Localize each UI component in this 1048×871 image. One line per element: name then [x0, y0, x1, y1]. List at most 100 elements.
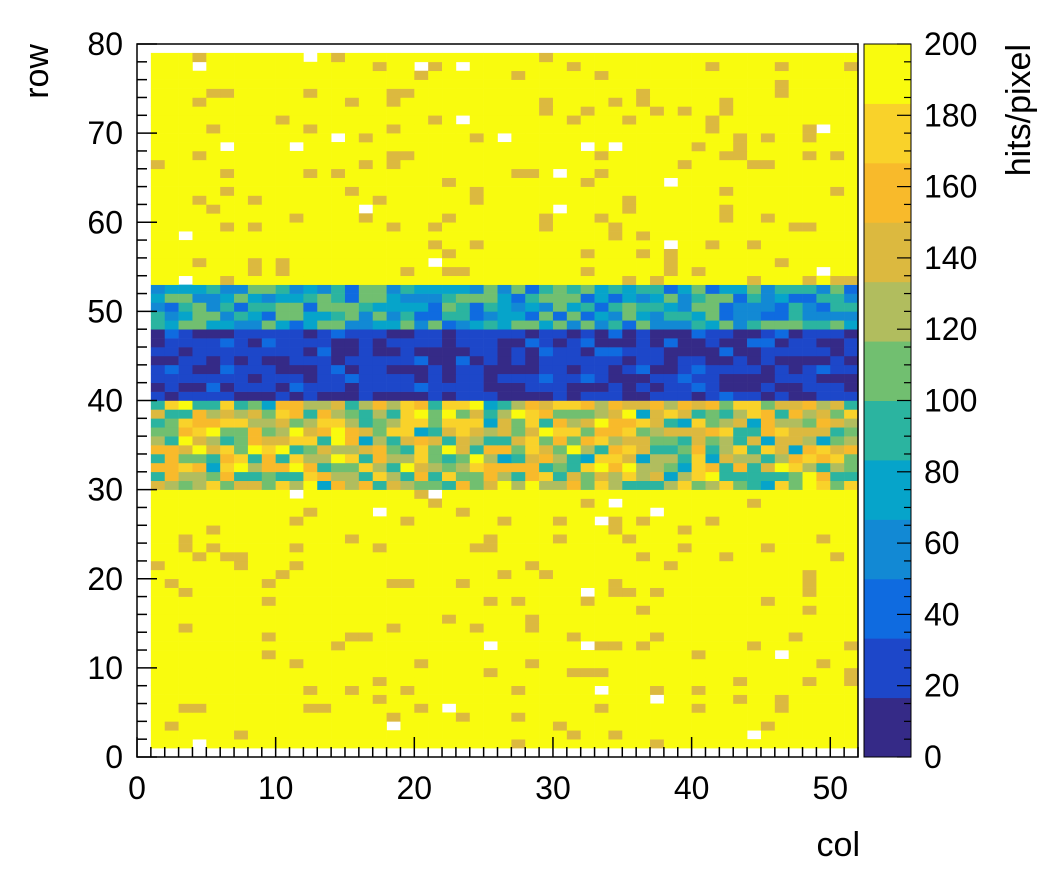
heatmap-cell — [428, 293, 443, 303]
heatmap-cell — [705, 115, 720, 125]
heatmap-cell — [220, 721, 235, 731]
heatmap-cell — [261, 275, 276, 285]
heatmap-cell — [539, 150, 554, 161]
heatmap-cell — [552, 240, 568, 250]
heatmap-cell — [247, 52, 263, 63]
heatmap-cell — [608, 614, 623, 624]
heatmap-cell — [705, 453, 720, 464]
heatmap-cell — [358, 240, 374, 250]
heatmap-cell — [747, 516, 762, 526]
heatmap-cell — [234, 658, 249, 669]
heatmap-cell — [691, 721, 706, 731]
heatmap-cell — [164, 391, 179, 401]
heatmap-cell — [844, 471, 859, 482]
heatmap-cell — [733, 222, 748, 232]
heatmap-cell — [705, 213, 720, 223]
heatmap-cell — [483, 52, 498, 63]
heatmap-cell — [844, 418, 859, 428]
heatmap-cell — [428, 445, 443, 455]
heatmap-cell — [455, 159, 471, 170]
heatmap-cell — [261, 240, 276, 250]
color-scale-step — [864, 697, 911, 758]
heatmap-cell — [386, 391, 401, 401]
heatmap-cell — [650, 471, 665, 482]
heatmap-cell — [442, 168, 457, 178]
heatmap-cell — [303, 61, 318, 72]
heatmap-cell — [747, 213, 762, 223]
heatmap-cell — [636, 614, 651, 624]
heatmap-cell — [483, 311, 498, 321]
heatmap-cell — [206, 257, 221, 268]
heatmap-cell — [816, 88, 831, 98]
heatmap-cell — [608, 703, 623, 713]
heatmap-cell — [816, 70, 831, 80]
heatmap-cell — [566, 658, 581, 669]
heatmap-cell — [455, 641, 471, 651]
heatmap-cell — [802, 61, 817, 72]
heatmap-cell — [788, 605, 803, 615]
heatmap-cell — [650, 347, 665, 357]
heatmap-cell — [455, 338, 471, 348]
heatmap-cell — [497, 275, 512, 285]
heatmap-cell — [774, 52, 789, 63]
heatmap-cell — [677, 685, 692, 695]
heatmap-cell — [733, 658, 748, 669]
heatmap-cell — [788, 721, 803, 731]
heatmap-cell — [469, 676, 484, 686]
heatmap-cell — [358, 730, 374, 740]
heatmap-cell — [469, 516, 484, 526]
heatmap-cell — [192, 248, 207, 259]
heatmap-cell — [594, 462, 609, 473]
heatmap-cell — [788, 739, 803, 749]
heatmap-cell — [234, 507, 249, 517]
heatmap-cell — [414, 284, 429, 294]
heatmap-cell — [816, 507, 831, 517]
heatmap-cell — [150, 106, 166, 116]
heatmap-cell — [289, 195, 304, 205]
heatmap-cell — [816, 248, 831, 259]
heatmap-cell — [289, 338, 304, 348]
heatmap-cell — [539, 382, 554, 392]
heatmap-cell — [247, 186, 263, 196]
heatmap-cell — [483, 222, 498, 232]
heatmap-cell — [830, 142, 845, 152]
heatmap-cell — [344, 364, 360, 375]
heatmap-cell — [539, 97, 554, 107]
heatmap-cell — [622, 409, 637, 419]
heatmap-cell — [552, 373, 568, 383]
heatmap-cell — [220, 231, 235, 241]
heatmap-cell — [414, 641, 429, 651]
heatmap-cell — [539, 703, 554, 713]
heatmap-cell — [511, 730, 526, 740]
heatmap-cell — [705, 204, 720, 214]
heatmap-cell — [344, 552, 360, 562]
heatmap-cell — [469, 667, 484, 678]
heatmap-cell — [261, 436, 276, 446]
heatmap-cell — [414, 124, 429, 134]
heatmap-cell — [816, 177, 831, 187]
heatmap-cell — [608, 284, 623, 294]
heatmap-cell — [150, 293, 166, 303]
heatmap-cell — [705, 391, 720, 401]
heatmap-cell — [816, 284, 831, 294]
heatmap-cell — [580, 159, 595, 170]
heatmap-cell — [428, 534, 443, 544]
heatmap-cell — [636, 641, 651, 651]
heatmap-cell — [733, 373, 748, 383]
heatmap-cell — [386, 302, 401, 312]
heatmap-cell — [414, 133, 429, 143]
heatmap-cell — [344, 355, 360, 366]
heatmap-cell — [164, 489, 179, 499]
heatmap-cell — [566, 685, 581, 695]
heatmap-cell — [303, 391, 318, 401]
heatmap-cell — [331, 489, 346, 499]
heatmap-cell — [234, 676, 249, 686]
heatmap-cell — [719, 364, 734, 375]
heatmap-cell — [289, 605, 304, 615]
heatmap-cell — [317, 641, 332, 651]
heatmap-cell — [400, 569, 415, 580]
heatmap-cells — [150, 52, 859, 749]
heatmap-cell — [719, 150, 734, 161]
heatmap-cell — [497, 329, 512, 339]
heatmap-cell — [552, 97, 568, 107]
